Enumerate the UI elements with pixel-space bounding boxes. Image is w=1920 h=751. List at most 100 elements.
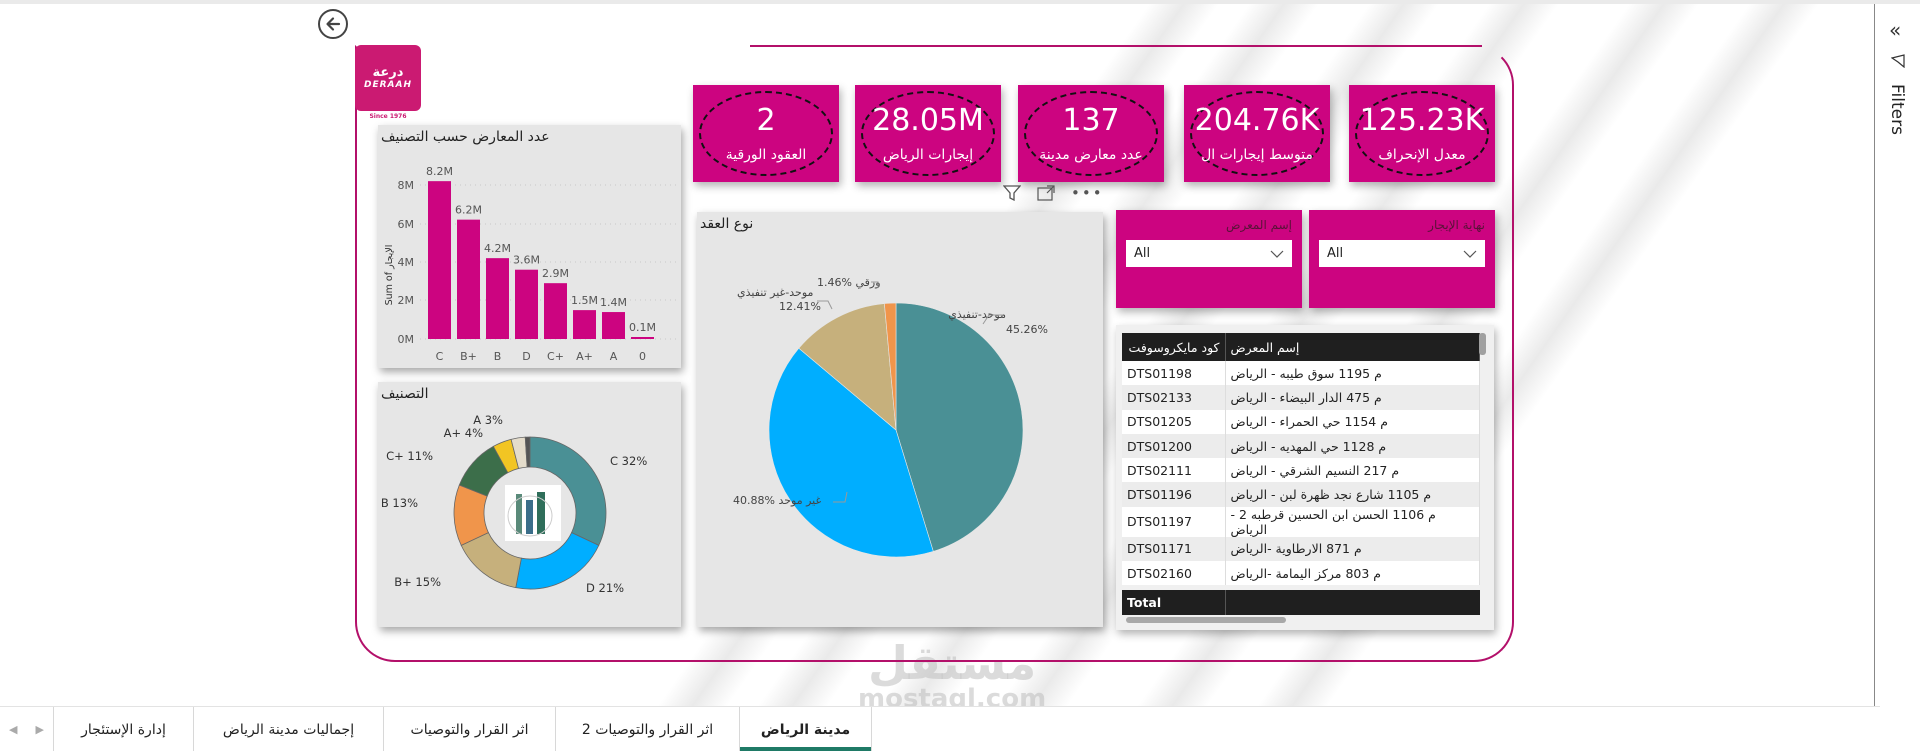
y-tick: 4M	[398, 256, 415, 269]
showroom-table: كود مايكروسوفت إسم المعرض DTS01198 م 1195…	[1116, 325, 1494, 630]
pie-label: موحد-تنفيذي	[948, 308, 1006, 321]
more-options-icon[interactable]: •••	[1071, 184, 1104, 202]
cell-showroom-name: م 1105 شارع نجد ظهرة لبن - الرياض	[1225, 482, 1480, 507]
back-button[interactable]	[318, 9, 348, 39]
pie-label: موحد-غير تنفيذي	[737, 286, 814, 299]
filters-label[interactable]: Filters	[1887, 84, 1907, 135]
bar[interactable]	[573, 310, 596, 339]
bar[interactable]	[631, 337, 654, 339]
total-label: Total	[1127, 595, 1162, 610]
slicer-value: All	[1327, 246, 1344, 261]
table-row[interactable]: DTS02160 م 803 مركز اليمامة -الرياض	[1122, 561, 1480, 586]
kpi-card-riyadh-rents[interactable]: 28.05M إيجارات الرياض	[855, 85, 1001, 182]
filter-icon[interactable]	[1003, 185, 1021, 201]
cell-showroom-name: م 217 النسيم الشرقي - الرياض	[1225, 458, 1480, 483]
horizontal-scrollbar[interactable]	[1126, 617, 1286, 623]
bar[interactable]	[515, 269, 538, 339]
donut-chart: C 32% D 21% B+ 15% B 13% C+ 11% A+ 4%A 3%	[381, 413, 647, 595]
kpi-value: 125.23K	[1359, 103, 1485, 138]
tab-nav: ◀ ▶	[0, 707, 54, 751]
donut-chart-card[interactable]: التصنيف C 32% D 21% B+ 15% B 13% C+ 11% A+ 4%…	[378, 382, 681, 627]
kpi-oval	[1355, 91, 1489, 176]
slicer-title: إسم المعرض	[1225, 218, 1292, 232]
pie-slice[interactable]	[884, 302, 897, 431]
bar-data-label: 2.9M	[542, 267, 569, 280]
bar-data-label: 3.6M	[513, 254, 540, 267]
kpi-label: العقود الورقية	[725, 147, 807, 163]
cell-showroom-name: م 1128 حي المهديه - الرياض	[1225, 433, 1480, 459]
donut-label: A+ 4%	[444, 426, 483, 440]
tab-label: مدينة الرياض	[760, 721, 851, 738]
kpi-label: متوسط إيجارات ال	[1201, 147, 1313, 163]
slicer-dropdown[interactable]: All	[1319, 240, 1485, 267]
tab-lease-management[interactable]: إدارة الإستئجار	[54, 707, 194, 751]
x-tick: C+	[547, 350, 564, 363]
slicer-title: نهاية الإيجار	[1428, 218, 1485, 232]
tab-decision-impact-2[interactable]: اثر القرار والتوصيات 2	[556, 707, 740, 751]
donut-label: A 3%	[473, 413, 503, 427]
table-row[interactable]: DTS01198 م 1195 سوق طيبه - الرياض	[1122, 361, 1480, 386]
bar-data-label: 1.5M	[571, 294, 598, 307]
table-row[interactable]: DTS02133 م 475 الدار البيضاء - الرياض	[1122, 385, 1480, 410]
donut-label: D 21%	[586, 581, 624, 595]
bar-data-label: 8.2M	[426, 165, 453, 178]
slicer-value: All	[1134, 246, 1151, 261]
tab-riyadh-city[interactable]: مدينة الرياض	[740, 707, 872, 751]
bar[interactable]	[544, 283, 567, 339]
kpi-card-deviation-rate[interactable]: 125.23K معدل الإنحراف	[1349, 85, 1495, 182]
cell-showroom-name: م 803 مركز اليمامة -الرياض	[1225, 561, 1480, 586]
kpi-card-average-rent[interactable]: 204.76K متوسط إيجارات ال	[1184, 85, 1330, 182]
table-row[interactable]: DTS01196 م 1105 شارع نجد ظهرة لبن - الريا…	[1122, 482, 1480, 507]
bar[interactable]	[602, 312, 625, 339]
kpi-card-showroom-count[interactable]: 137 عدد معارض مدينة	[1018, 85, 1164, 182]
collapse-chevron-icon[interactable]: «	[1889, 18, 1902, 42]
y-tick: 8M	[398, 179, 415, 192]
top-border	[0, 0, 1920, 4]
x-tick: A	[610, 350, 618, 363]
vertical-scrollbar[interactable]	[1479, 333, 1486, 355]
cell-code: DTS02111	[1122, 458, 1226, 483]
table-total-row: Total	[1122, 590, 1480, 615]
total-separator	[1225, 590, 1226, 615]
slicer-dropdown[interactable]: All	[1126, 240, 1292, 267]
kpi-value: 28.05M	[872, 103, 984, 138]
bar-data-label: 1.4M	[600, 296, 627, 309]
tab-prev-icon[interactable]: ◀	[9, 723, 18, 736]
pie-slice[interactable]	[768, 347, 934, 558]
tab-next-icon[interactable]: ▶	[35, 723, 44, 736]
cell-code: DTS01196	[1122, 482, 1226, 507]
column-header-code[interactable]: كود مايكروسوفت	[1122, 333, 1226, 361]
cell-code: DTS01197	[1122, 506, 1226, 537]
pie-chart-card[interactable]: نوع العقد موحد-تنفيذي 45.26% 40.88% غير …	[697, 212, 1103, 627]
donut-slice[interactable]	[524, 436, 531, 468]
tab-decision-impact[interactable]: اثر القرار والتوصيات	[384, 707, 556, 751]
pie-label-pct: 45.26%	[1006, 323, 1048, 336]
decorative-frame-top	[750, 45, 1482, 47]
table-row[interactable]: DTS02111 م 217 النسيم الشرقي - الرياض	[1122, 458, 1480, 483]
bar-chart-card[interactable]: عدد المعارض حسب التصنيف 8M 6M 4M 2M 0M S…	[378, 125, 681, 368]
tab-riyadh-totals[interactable]: إجماليات مدينة الرياض	[194, 707, 384, 751]
bar[interactable]	[457, 219, 480, 339]
kpi-label: معدل الإنحراف	[1378, 147, 1466, 163]
tab-label: إجماليات مدينة الرياض	[222, 721, 355, 738]
table-row[interactable]: DTS01197 م 1106 الحسن ابن الحسين قرطبه 2 …	[1122, 506, 1480, 537]
column-header-name[interactable]: إسم المعرض	[1225, 333, 1480, 361]
bar[interactable]	[486, 258, 509, 339]
cell-showroom-name: م 1195 سوق طيبه - الرياض	[1225, 361, 1480, 386]
pie-slice[interactable]	[798, 303, 897, 431]
bar-data-label: 0.1M	[629, 321, 656, 334]
pie-slice[interactable]	[895, 302, 1024, 552]
kpi-card-paper-contracts[interactable]: 2 العقود الورقية	[693, 85, 839, 182]
kpi-oval	[1190, 91, 1324, 176]
kpi-label: إيجارات الرياض	[882, 147, 974, 163]
donut-slice[interactable]	[529, 436, 607, 546]
pie-label: 1.46% ورقي	[817, 276, 881, 289]
table-row[interactable]: DTS01205 م 1154 حي الحمراء - الرياض	[1122, 409, 1480, 434]
table-row[interactable]: DTS01200 م 1128 حي المهديه - الرياض	[1122, 433, 1480, 459]
focus-mode-icon[interactable]	[1037, 185, 1055, 201]
filter-icon	[1891, 54, 1905, 68]
tab-label: اثر القرار والتوصيات 2	[581, 721, 714, 738]
bar[interactable]	[428, 181, 451, 339]
table-row[interactable]: DTS01171 م 871 الارطاوية -الرياض	[1122, 536, 1480, 562]
